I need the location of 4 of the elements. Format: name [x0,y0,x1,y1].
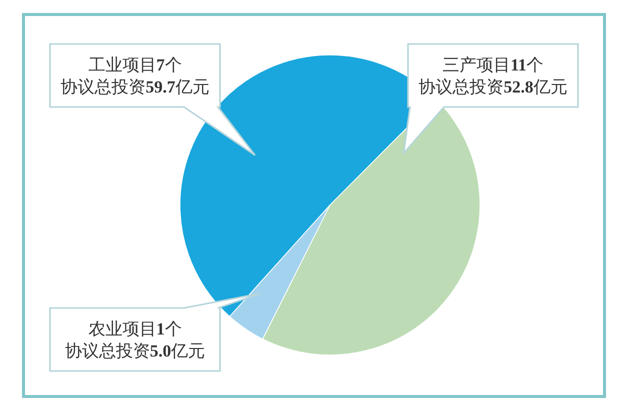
slice-label: 工业项目7个 [88,56,182,76]
data-label: 协议总投资52.8亿元 [418,78,568,98]
data-label: 协议总投资5.0亿元 [64,342,206,362]
data-label: 协议总投资59.7亿元 [60,78,210,98]
